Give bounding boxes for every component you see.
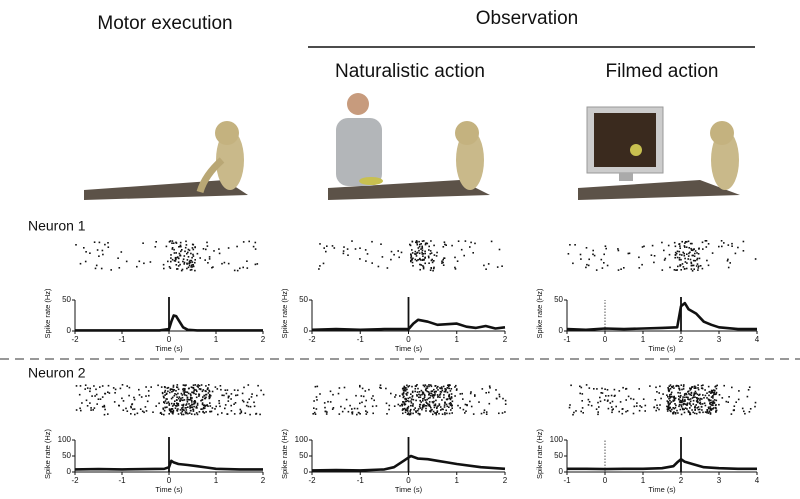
x-tick-label: 0	[167, 476, 172, 485]
x-tick-label: 2	[503, 476, 508, 485]
y-tick-label: 0	[67, 326, 72, 335]
group-title: Observation	[476, 8, 578, 29]
column-title: Motor execution	[97, 13, 232, 34]
y-axis-label: Spike rate (Hz)	[280, 288, 289, 339]
x-axis-label: Time (s)	[155, 344, 183, 353]
x-tick-label: 3	[717, 476, 722, 485]
x-tick-label: 0	[167, 335, 172, 344]
y-axis-label: Spike rate (Hz)	[280, 428, 289, 479]
y-axis-label: Spike rate (Hz)	[43, 288, 52, 339]
x-axis-label: Time (s)	[155, 485, 183, 494]
x-tick-label: 0	[406, 335, 411, 344]
x-tick-label: 3	[717, 335, 722, 344]
x-tick-label: -1	[118, 335, 126, 344]
scene-naturalistic	[328, 93, 490, 200]
x-axis-label: Time (s)	[395, 344, 423, 353]
x-tick-label: -1	[563, 476, 571, 485]
y-tick-label: 50	[62, 451, 71, 460]
x-tick-label: 2	[503, 335, 508, 344]
spike-rate-plot: -2 -1 0 1 2 0 50 Time (s) Spike rate (Hz)	[43, 288, 266, 353]
scene-motor	[84, 121, 248, 200]
x-tick-label: -1	[118, 476, 126, 485]
x-axis-label: Time (s)	[648, 344, 676, 353]
x-tick-label: -2	[308, 335, 316, 344]
x-tick-label: 1	[214, 335, 219, 344]
y-axis-label: Spike rate (Hz)	[43, 428, 52, 479]
rate-line	[567, 459, 757, 469]
y-tick-label: 50	[299, 451, 308, 460]
x-tick-label: 0	[603, 335, 608, 344]
x-tick-label: 0	[406, 476, 411, 485]
y-tick-label: 0	[559, 467, 564, 476]
x-tick-label: -1	[357, 476, 365, 485]
spike-rate-plot: -2 -1 0 1 2 0 50 100 Time (s) Spike rate (Hz)	[43, 428, 266, 493]
x-tick-label: 1	[641, 335, 646, 344]
scene-filmed	[578, 107, 740, 200]
x-tick-label: 1	[641, 476, 646, 485]
y-tick-label: 50	[554, 295, 563, 304]
x-tick-label: -2	[308, 476, 316, 485]
x-tick-label: 1	[455, 476, 460, 485]
y-axis-label: Spike rate (Hz)	[535, 428, 544, 479]
spike-rate-plot: -2 -1 0 1 2 0 50 100 Time (s) Spike rate (Hz)	[280, 428, 508, 493]
column-title: Filmed action	[606, 61, 719, 82]
x-tick-label: 1	[455, 335, 460, 344]
x-tick-label: -1	[357, 335, 365, 344]
y-tick-label: 0	[559, 326, 564, 335]
y-tick-label: 0	[67, 467, 72, 476]
x-tick-label: 4	[755, 335, 760, 344]
row-label: Neuron 1	[28, 218, 86, 234]
y-tick-label: 100	[295, 435, 309, 444]
x-tick-label: 2	[679, 335, 684, 344]
x-tick-label: 0	[603, 476, 608, 485]
x-tick-label: 2	[679, 476, 684, 485]
y-tick-label: 100	[58, 435, 72, 444]
x-tick-label: 2	[261, 335, 266, 344]
x-tick-label: 1	[214, 476, 219, 485]
y-tick-label: 0	[304, 467, 309, 476]
x-tick-label: -1	[563, 335, 571, 344]
x-tick-label: -2	[71, 476, 79, 485]
x-axis-label: Time (s)	[395, 485, 423, 494]
x-axis-label: Time (s)	[648, 485, 676, 494]
rate-line	[567, 303, 757, 330]
y-tick-label: 100	[550, 435, 564, 444]
column-title: Naturalistic action	[335, 61, 485, 82]
y-axis-label: Spike rate (Hz)	[535, 288, 544, 339]
x-tick-label: 4	[755, 476, 760, 485]
y-tick-label: 50	[62, 295, 71, 304]
x-tick-label: -2	[71, 335, 79, 344]
figure: Motor execution Observation Naturalistic…	[0, 0, 800, 499]
x-tick-label: 2	[261, 476, 266, 485]
y-tick-label: 50	[299, 295, 308, 304]
row-label: Neuron 2	[28, 365, 86, 381]
y-tick-label: 50	[554, 451, 563, 460]
y-tick-label: 0	[304, 326, 309, 335]
spike-rate-plot: -2 -1 0 1 2 0 50 Time (s) Spike rate (Hz)	[280, 288, 508, 353]
